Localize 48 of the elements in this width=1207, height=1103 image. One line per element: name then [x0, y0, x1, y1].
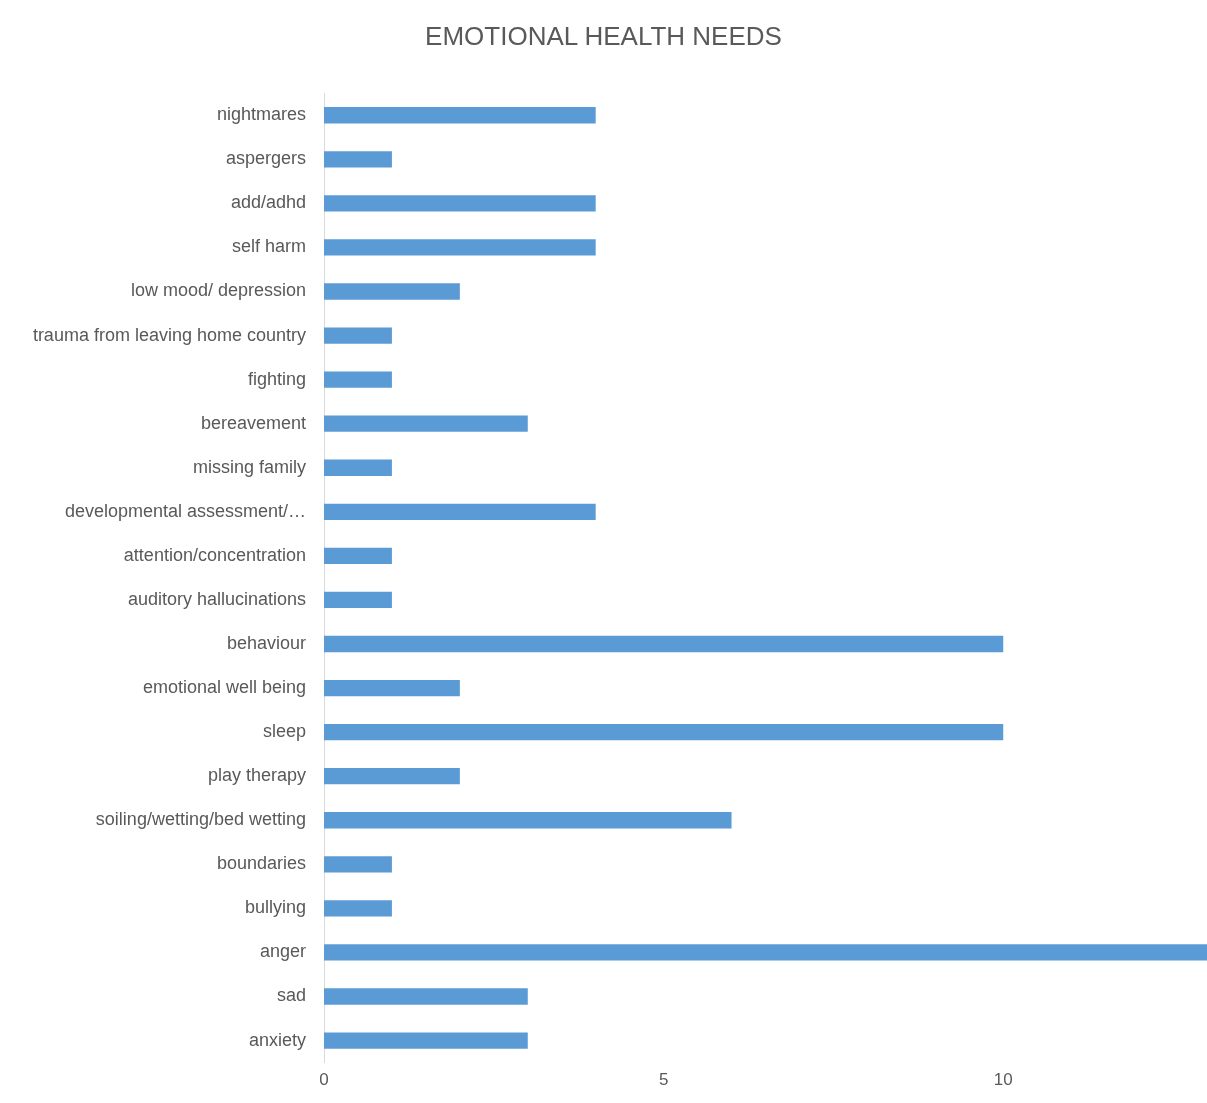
bar: [324, 415, 528, 432]
y-tick-label: aspergers: [225, 148, 306, 169]
bar: [324, 635, 1004, 653]
y-tick-label: nightmares: [216, 104, 306, 125]
y-tick-label: fighting: [247, 368, 306, 389]
y-tick-label: auditory hallucinations: [127, 588, 306, 609]
bar: [324, 283, 460, 300]
bar: [324, 768, 460, 785]
y-tick-label: anxiety: [248, 1029, 306, 1050]
y-tick-label: low mood/ depression: [130, 280, 306, 301]
bar: [324, 856, 392, 873]
x-tick-label: 0: [319, 1070, 329, 1090]
bar: [324, 812, 732, 829]
bar: [324, 944, 1207, 961]
x-tick-label: 10: [993, 1070, 1013, 1090]
bar: [324, 900, 392, 917]
bar: [324, 679, 460, 697]
x-tick-label: 5: [658, 1070, 669, 1090]
y-tick-label: soiling/wetting/bed wetting: [95, 809, 306, 830]
y-tick-label: missing family: [192, 456, 306, 477]
bar: [324, 988, 528, 1005]
bar: [324, 459, 392, 476]
bar: [324, 371, 392, 388]
bar: [324, 547, 392, 565]
y-tick-label: developmental assessment/…: [64, 500, 306, 521]
y-tick-label: anger: [259, 941, 306, 962]
y-tick-label: trauma from leaving home country: [32, 324, 306, 345]
bar: [324, 723, 1004, 741]
bar: [324, 239, 596, 256]
y-tick-label: emotional well being: [142, 677, 306, 698]
y-tick-label: sleep: [262, 721, 306, 742]
y-tick-label: attention/concentration: [123, 544, 306, 565]
bar: [324, 107, 596, 124]
y-tick-label: boundaries: [216, 853, 306, 874]
y-tick-label: bereavement: [200, 412, 306, 433]
y-tick-label: behaviour: [226, 632, 306, 653]
bar: [324, 195, 596, 212]
y-tick-label: add/adhd: [230, 192, 306, 213]
bar: [324, 1032, 528, 1049]
chart-title: EMOTIONAL HEALTH NEEDS: [425, 20, 782, 51]
y-tick-label: bullying: [244, 897, 306, 918]
y-tick-label: play therapy: [207, 765, 306, 786]
bar: [324, 151, 392, 168]
y-tick-label: sad: [276, 985, 306, 1006]
y-tick-label: self harm: [231, 236, 306, 257]
bar: [324, 327, 392, 344]
bar: [324, 503, 596, 520]
bar: [324, 591, 392, 609]
